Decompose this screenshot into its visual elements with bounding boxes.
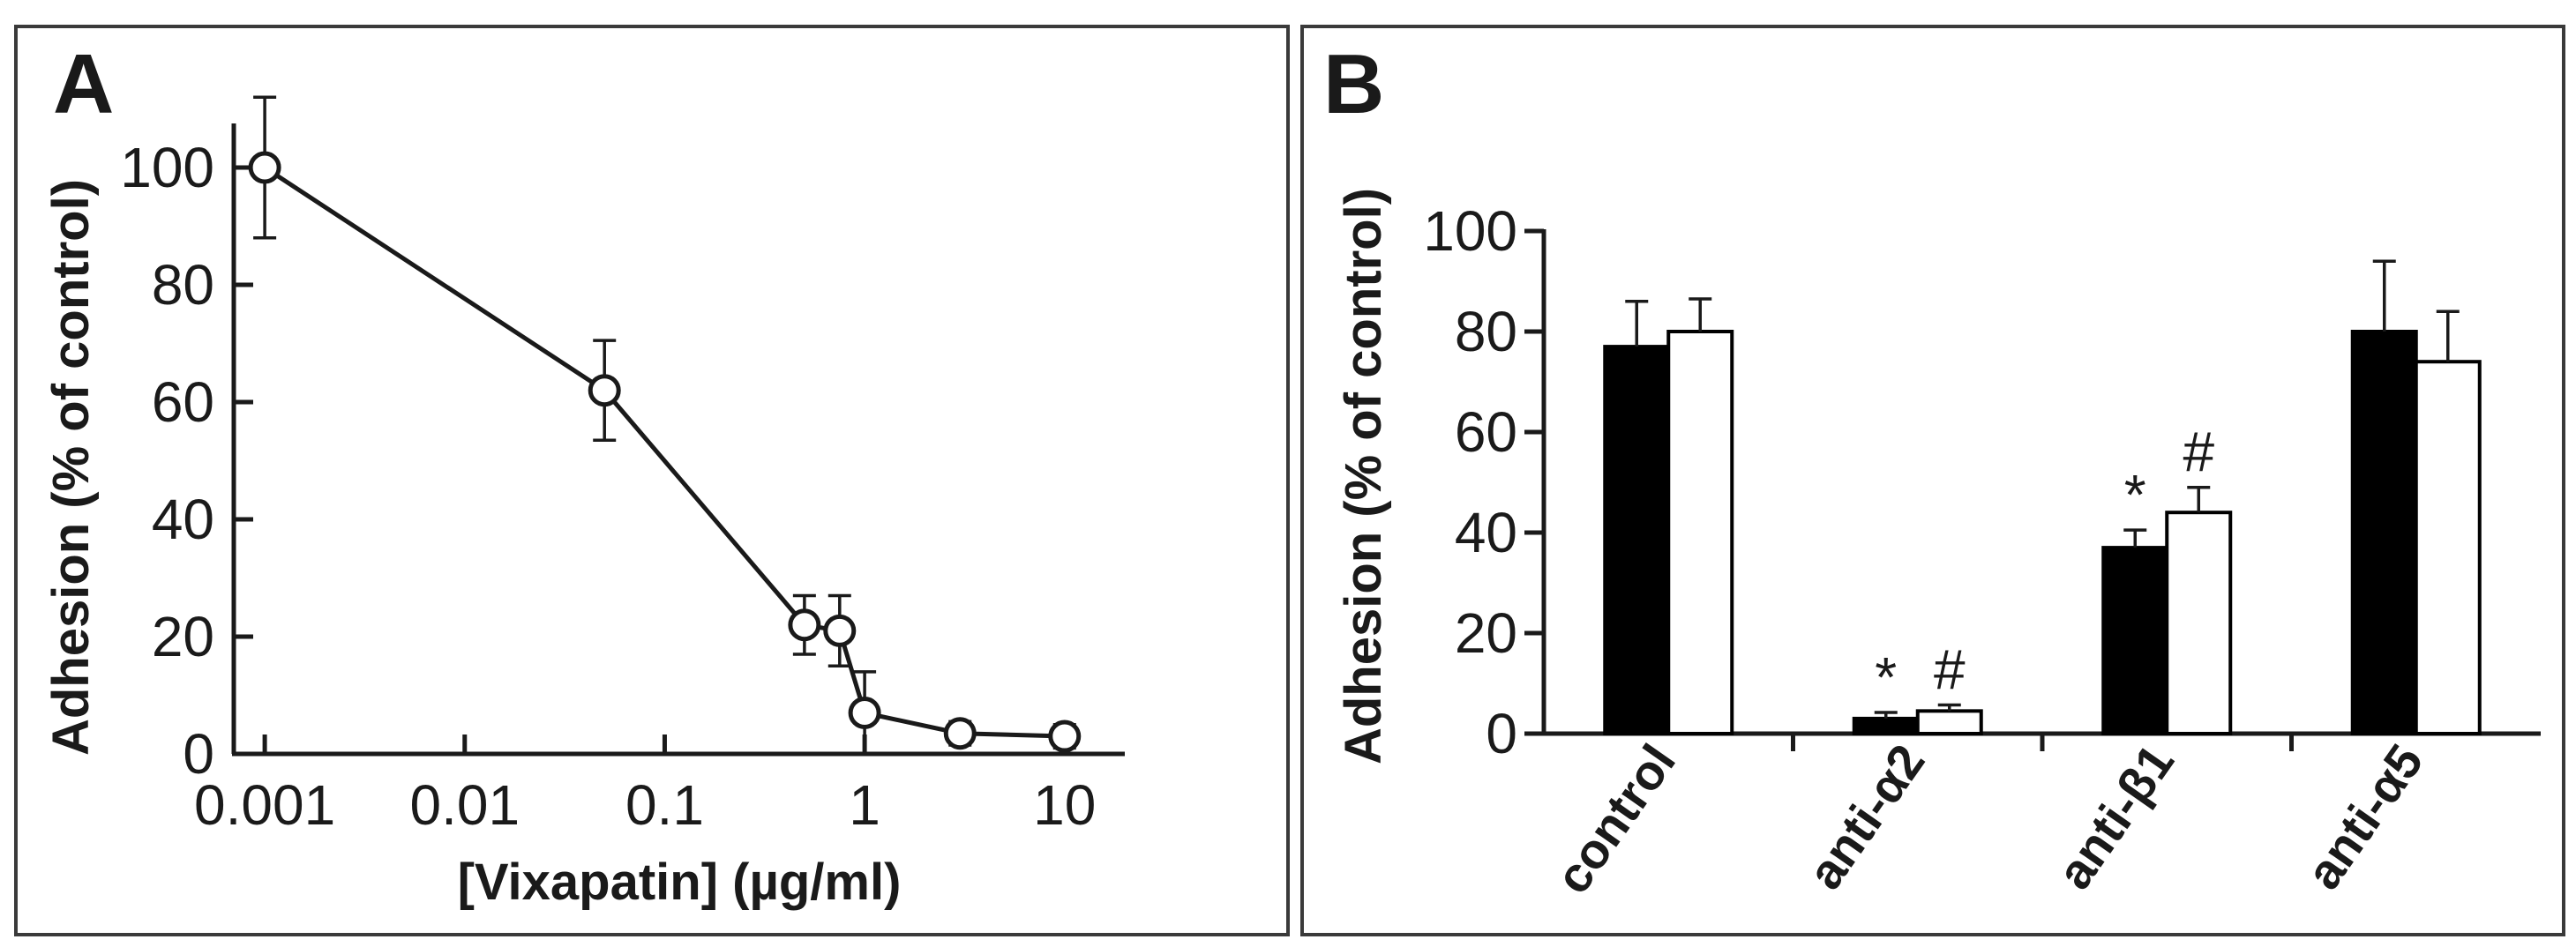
panel-b-significance-mark: * — [2124, 463, 2146, 526]
panel-b-bar-open — [1915, 709, 1983, 735]
panel-b-bar-filled — [2350, 330, 2418, 735]
panel-a-data-point — [788, 608, 821, 642]
panel-a-x-tick-label: 10 — [1033, 773, 1096, 837]
panel-a-plot-area — [248, 95, 1082, 756]
panel-b-category-label: control — [1545, 734, 1686, 904]
panel-b-y-axis: 0 20 40 60 80 100 — [1423, 199, 1544, 765]
panel-a-data-point — [823, 614, 857, 647]
panel-a: A 0 20 40 60 80 100 0.001 0.01 0.1 1 10 Adhesion … — [42, 37, 1125, 911]
panel-b-plot-area: * # * # — [1603, 259, 2482, 751]
panel-a-y-axis: 0 20 40 60 80 100 — [120, 136, 253, 786]
panel-b-y-tick-label: 40 — [1455, 501, 1517, 564]
panel-b-significance-mark: # — [2183, 421, 2214, 484]
panel-b-y-axis-title: Adhesion (% of control) — [1335, 188, 1392, 764]
panel-a-frame — [14, 25, 1290, 936]
panel-a-x-tick-label: 0.01 — [409, 773, 520, 837]
panel-a-x-axis-title: [Vixapatin] (µg/ml) — [458, 854, 902, 911]
panel-b-category-label: anti-β1 — [2046, 734, 2184, 899]
panel-a-y-tick-label: 60 — [152, 370, 214, 434]
panel-a-y-tick-label: 20 — [152, 605, 214, 668]
panel-a-x-axis: 0.001 0.01 0.1 1 10 — [194, 734, 1096, 837]
panel-b-category-label: anti-α2 — [1797, 734, 1936, 899]
panel-b-category-label: anti-α5 — [2295, 734, 2434, 899]
panel-b-bar-open — [2165, 511, 2233, 736]
panel-b-y-tick-label: 100 — [1423, 199, 1517, 263]
panel-a-y-tick-label: 0 — [183, 722, 214, 786]
panel-a-series-line — [263, 165, 1065, 739]
panel-a-data-point — [248, 151, 281, 184]
panel-b-bar-open — [1666, 330, 1734, 735]
panel-a-y-tick-label: 80 — [152, 253, 214, 317]
panel-b-bar-filled — [2101, 546, 2169, 735]
panel-b: B 0 20 40 60 80 100 Adhesion (% of control) *… — [1323, 37, 2541, 903]
panel-a-data-point — [848, 696, 881, 729]
panel-a-y-tick-label: 40 — [152, 488, 214, 551]
panel-b-frame — [1300, 25, 2565, 936]
panel-b-bar-filled — [1852, 716, 1920, 736]
panel-b-y-tick-label: 60 — [1455, 400, 1517, 464]
panel-b-significance-mark: # — [1934, 638, 1966, 702]
panel-b-label: B — [1323, 37, 1384, 131]
panel-b-significance-mark: * — [1875, 645, 1897, 709]
panel-a-x-tick-label: 1 — [849, 773, 880, 837]
panel-a-data-point — [1048, 720, 1082, 753]
panel-b-y-tick-label: 80 — [1455, 300, 1517, 363]
panel-a-x-tick-label: 0.1 — [625, 773, 704, 837]
panel-b-category-labels: control anti-α2 anti-β1 anti-α5 — [1545, 734, 2434, 904]
panel-b-bar-open — [2414, 360, 2482, 735]
panel-a-label: A — [53, 37, 114, 131]
panel-a-y-tick-label: 100 — [120, 136, 214, 199]
panel-a-x-tick-label: 0.001 — [194, 773, 335, 837]
panel-b-y-tick-label: 0 — [1486, 702, 1517, 765]
panel-b-bar-filled — [1603, 345, 1671, 735]
panel-a-y-axis-title: Adhesion (% of control) — [42, 179, 100, 756]
panel-a-data-point — [943, 717, 977, 750]
panel-a-data-point — [588, 374, 621, 407]
panel-b-y-tick-label: 20 — [1455, 601, 1517, 665]
